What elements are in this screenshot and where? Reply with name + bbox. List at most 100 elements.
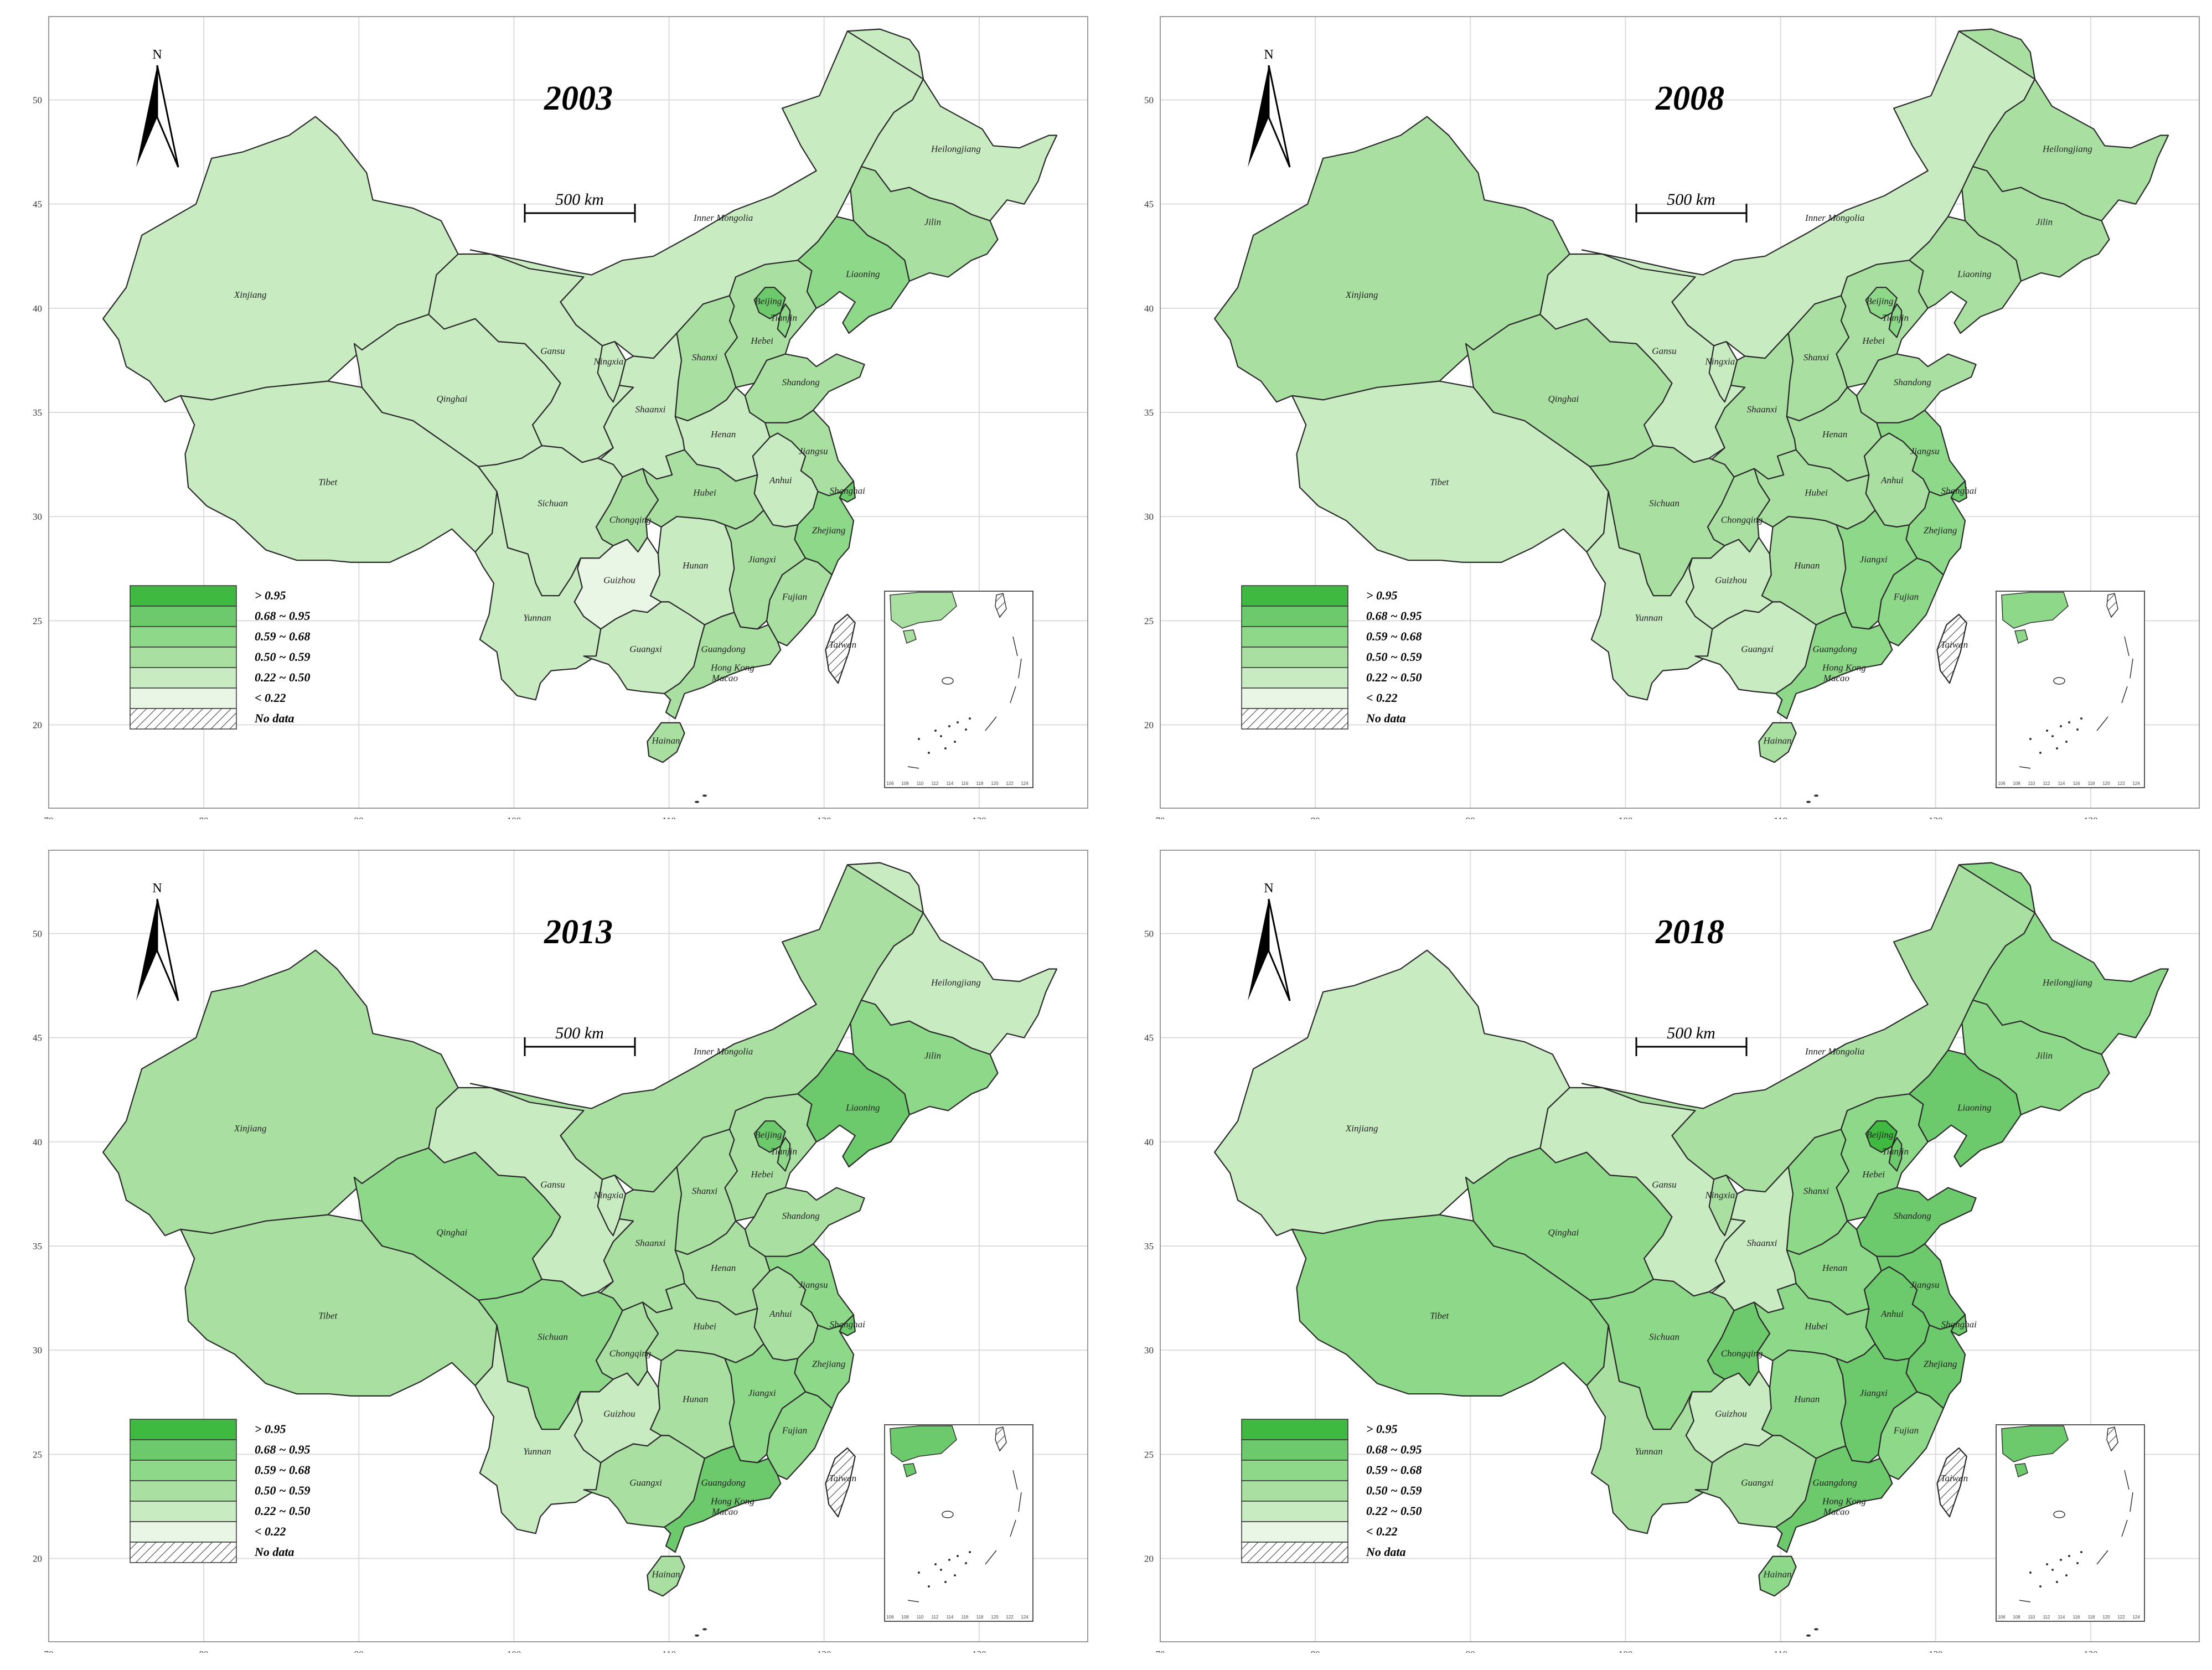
province-label-jiangxi: Jiangxi <box>748 554 776 565</box>
province-label-jilin: Jilin <box>2036 216 2053 227</box>
province-hainan[interactable] <box>1758 722 1797 763</box>
inset-tick-label: 118 <box>976 1615 984 1620</box>
province-label-yunnan: Yunnan <box>1635 1446 1662 1456</box>
island-mark <box>702 1628 707 1631</box>
island-mark <box>1806 800 1811 803</box>
lat-tick-label: 35 <box>1144 1241 1154 1252</box>
province-hainan[interactable] <box>647 1555 685 1597</box>
province-ningxia[interactable] <box>597 1174 627 1237</box>
province-shanghai[interactable] <box>1950 1314 1967 1336</box>
lon-tick-label: 130 <box>2084 1649 2098 1653</box>
lat-tick-label: 45 <box>33 1033 42 1043</box>
legend-swatch <box>130 626 237 648</box>
province-label-zhejiang: Zhejiang <box>812 525 845 535</box>
province-taiwan[interactable] <box>1936 613 1967 684</box>
lon-tick-label: 130 <box>972 815 986 819</box>
province-label-hunan: Hunan <box>682 1394 708 1404</box>
province-yunnan[interactable] <box>474 1324 602 1534</box>
province-label-liaoning: Liaoning <box>1957 1102 1991 1113</box>
lon-tick-label: 120 <box>1929 1649 1943 1653</box>
province-beijing[interactable] <box>753 1120 786 1153</box>
legend-label: > 0.95 <box>1366 588 1398 602</box>
province-hainan[interactable] <box>1758 1555 1797 1597</box>
lon-tick-label: 80 <box>199 1649 209 1653</box>
province-label-tibet: Tibet <box>318 477 338 488</box>
province-label-guizhou: Guizhou <box>603 575 635 586</box>
province-label-beijing: Beijing <box>754 296 782 306</box>
lon-tick-label: 110 <box>662 815 676 819</box>
legend: > 0.95 0.68 ~ 0.95 0.59 ~ 0.68 0.50 ~ 0.59 0… <box>1241 1419 1422 1563</box>
legend: > 0.95 0.68 ~ 0.95 0.59 ~ 0.68 0.50 ~ 0.59 0… <box>130 585 311 730</box>
province-taiwan[interactable] <box>825 1447 856 1518</box>
inset-tick-label: 120 <box>2102 781 2110 786</box>
province-shanghai[interactable] <box>1950 480 1967 503</box>
province-label-guangxi: Guangxi <box>629 1477 662 1488</box>
province-yunnan[interactable] <box>474 490 602 701</box>
province-tianjin[interactable] <box>1888 1137 1903 1172</box>
province-taiwan[interactable] <box>1936 1447 1967 1518</box>
province-hainan[interactable] <box>647 722 685 763</box>
inset-tick-label: 120 <box>991 1615 999 1620</box>
province-label-hebei: Hebei <box>750 1169 773 1180</box>
province-label-guizhou: Guizhou <box>603 1409 635 1419</box>
map-year-title: 2018 <box>1655 913 1724 951</box>
province-label-innermongolia: Inner Mongolia <box>693 213 753 223</box>
inset-tick-label: 114 <box>947 1615 954 1620</box>
province-label-gansu: Gansu <box>540 346 565 356</box>
province-tianjin[interactable] <box>777 1137 791 1172</box>
legend-swatch <box>1241 647 1348 668</box>
north-label: N <box>1264 48 1273 62</box>
legend-label: 0.59 ~ 0.68 <box>255 629 311 643</box>
province-label-zhejiang: Zhejiang <box>812 1358 845 1369</box>
province-guangdong[interactable] <box>1775 1445 1893 1553</box>
province-heilongjiang[interactable] <box>1958 28 2169 221</box>
province-labels: Xinjiang Tibet Qinghai Gansu Inner Mongolia H… <box>234 144 981 746</box>
lat-tick-label: 45 <box>1144 1033 1154 1043</box>
scale-bar: 500 km <box>1635 190 1748 223</box>
legend-label: 0.68 ~ 0.95 <box>1366 609 1422 623</box>
province-heilongjiang[interactable] <box>1958 862 2169 1055</box>
province-label-shanxi: Shanxi <box>1803 352 1829 363</box>
province-taiwan[interactable] <box>825 613 856 684</box>
scale-bar: 500 km <box>524 190 636 223</box>
legend-swatch <box>1241 1542 1348 1563</box>
inset-tick-label: 112 <box>932 781 939 786</box>
legend-label: 0.68 ~ 0.95 <box>255 1442 311 1456</box>
lat-tick-label: 25 <box>33 1449 42 1460</box>
province-tianjin[interactable] <box>1888 303 1903 338</box>
province-beijing[interactable] <box>753 287 786 319</box>
province-label-henan: Henan <box>1822 1263 1847 1273</box>
lat-tick-label: 30 <box>33 1345 42 1356</box>
province-yunnan[interactable] <box>1586 490 1713 701</box>
province-labels: Xinjiang Tibet Qinghai Gansu Inner Mongolia H… <box>234 978 981 1580</box>
lat-tick-label: 50 <box>1144 95 1154 106</box>
province-label-taiwan: Taiwan <box>829 639 856 650</box>
lon-tick-label: 120 <box>817 815 831 819</box>
province-label-sichuan: Sichuan <box>1649 1331 1679 1342</box>
province-label-hainan: Hainan <box>651 735 680 746</box>
province-tianjin[interactable] <box>777 303 791 338</box>
province-heilongjiang[interactable] <box>846 862 1058 1055</box>
province-shanghai[interactable] <box>839 1314 856 1336</box>
province-ningxia[interactable] <box>597 340 627 403</box>
lat-tick-label: 50 <box>1144 929 1154 939</box>
inset-tick-label: 112 <box>2043 1615 2050 1620</box>
province-guangdong[interactable] <box>664 1445 782 1553</box>
province-beijing[interactable] <box>1865 287 1898 319</box>
province-shanghai[interactable] <box>839 480 856 503</box>
province-heilongjiang[interactable] <box>846 28 1058 221</box>
province-label-shanxi: Shanxi <box>692 352 718 363</box>
province-label-hubei: Hubei <box>692 1321 716 1332</box>
province-yunnan[interactable] <box>1586 1324 1713 1534</box>
province-beijing[interactable] <box>1865 1120 1898 1153</box>
province-guangdong[interactable] <box>1775 612 1893 720</box>
map-svg: 70 80 90 100 110 120 130 20 25 30 35 40 45 50 Xinjiang… <box>33 850 1088 1653</box>
legend-swatch <box>130 1521 237 1543</box>
province-label-tianjin: Tianjin <box>1882 312 1909 323</box>
inset-tick-label: 108 <box>901 781 909 786</box>
province-label-taiwan: Taiwan <box>1941 1473 1968 1483</box>
province-ningxia[interactable] <box>1708 1174 1738 1237</box>
province-guangdong[interactable] <box>664 612 782 720</box>
province-ningxia[interactable] <box>1708 340 1738 403</box>
legend-swatch <box>1241 1521 1348 1543</box>
